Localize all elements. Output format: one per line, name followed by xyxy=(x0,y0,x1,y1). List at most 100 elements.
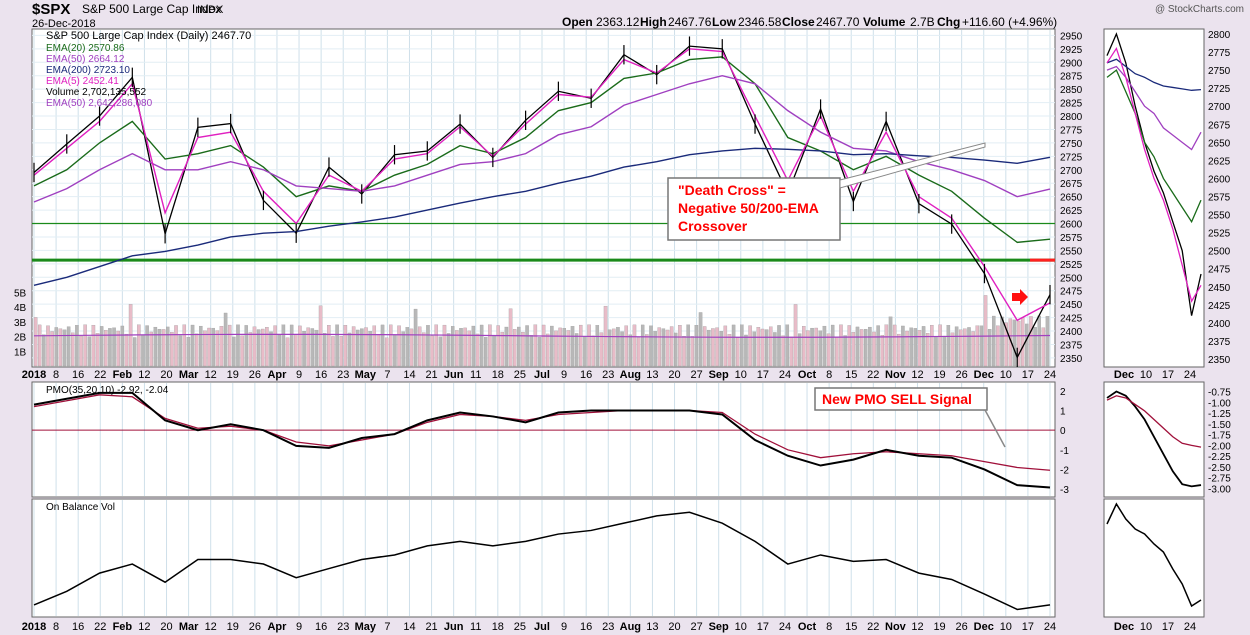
volume-bar xyxy=(843,335,847,367)
x-tick-label: 24 xyxy=(779,369,791,381)
x-tick-label: 19 xyxy=(227,369,239,381)
x-tick-label: 8 xyxy=(826,621,832,633)
volume-bar xyxy=(711,328,715,367)
volume-bar xyxy=(75,325,79,367)
volume-bar xyxy=(624,325,628,367)
volume-bar xyxy=(273,325,277,367)
volume-bar xyxy=(550,325,554,367)
volume-bar xyxy=(756,327,761,367)
x-tick-label: 23 xyxy=(602,369,614,381)
x-tick-label: 25 xyxy=(514,621,526,633)
x-tick-label: 23 xyxy=(337,369,349,381)
x-tick-label: 23 xyxy=(602,621,614,633)
zoom-pmo-tick-label: -2.25 xyxy=(1208,452,1231,463)
volume-bar xyxy=(863,328,868,367)
volume-bar xyxy=(116,330,120,367)
x-tick-label: 22 xyxy=(94,369,106,381)
volume-bar xyxy=(331,336,335,367)
x-tick-label: 20 xyxy=(160,369,172,381)
ema200-line xyxy=(33,147,1051,287)
zoom-x-tick-label: 17 xyxy=(1162,369,1174,381)
volume-bar xyxy=(649,325,653,367)
x-tick-label: 21 xyxy=(425,621,437,633)
volume-bar xyxy=(979,325,984,367)
x-tick-label: 12 xyxy=(911,369,923,381)
zoom-pmo-tick-label: -1.25 xyxy=(1208,409,1231,420)
x-tick-label: 21 xyxy=(425,369,437,381)
x-tick-label: 16 xyxy=(72,369,84,381)
volume-bar xyxy=(579,324,583,367)
x-tick-label: 8 xyxy=(53,369,59,381)
volume-bar xyxy=(1029,316,1033,367)
volume-bar xyxy=(888,316,893,367)
x-tick-label: Aug xyxy=(620,621,641,633)
close-label: Close xyxy=(782,15,815,29)
volume-bar xyxy=(58,328,63,367)
volume-bar xyxy=(855,326,860,367)
volume-bar xyxy=(682,336,686,367)
volume-bar xyxy=(785,324,790,367)
zoom-pmo-tick-label: -0.75 xyxy=(1208,387,1231,398)
volume-bar xyxy=(236,324,240,367)
volume-bar xyxy=(868,326,872,367)
x-tick-label: 20 xyxy=(668,621,680,633)
volume-bar xyxy=(938,324,942,367)
index-name: S&P 500 Large Cap Index xyxy=(82,2,221,16)
x-tick-label: 26 xyxy=(956,621,968,633)
volume-bar xyxy=(537,337,542,367)
volume-bar xyxy=(244,325,248,367)
volume-bar xyxy=(591,335,595,367)
volume-bar xyxy=(285,337,290,367)
volume-bar xyxy=(1025,323,1029,367)
volume-bar xyxy=(488,324,492,367)
volume-bar xyxy=(298,325,302,367)
y-tick-label: 2825 xyxy=(1060,99,1083,110)
zoom-x-tick-label: 24 xyxy=(1184,369,1196,381)
volume-bar xyxy=(475,333,480,367)
volume-tick-label: 5B xyxy=(14,288,27,299)
zoom-pmo-tick-label: -1.75 xyxy=(1208,431,1231,442)
y-tick-label: 2775 xyxy=(1060,125,1083,136)
volume-bar xyxy=(500,331,505,367)
watermark: @ StockCharts.com xyxy=(1155,4,1244,15)
zoom-pmo-tick-label: -2.50 xyxy=(1208,463,1231,474)
x-tick-label: 9 xyxy=(296,369,302,381)
zoom-y-tick-label: 2600 xyxy=(1208,174,1231,185)
volume-bar xyxy=(1041,327,1046,367)
x-tick-label: 11 xyxy=(470,369,481,381)
volume-bar xyxy=(446,333,451,367)
volume-bar xyxy=(727,334,732,367)
volume-bar xyxy=(521,331,525,367)
volume-bar xyxy=(153,326,158,367)
zoom-ema5-line xyxy=(1106,46,1202,303)
volume-bar xyxy=(822,325,827,367)
pmo-y-axis: 2 1 0 -1 -2 -3 xyxy=(1060,387,1069,496)
volume-bar xyxy=(91,324,96,367)
x-tick-label: May xyxy=(355,369,377,381)
x-tick-label: 12 xyxy=(138,369,150,381)
volume-bar xyxy=(620,331,624,367)
volume-bar xyxy=(87,336,92,367)
volume-bar xyxy=(830,324,835,367)
volume-bar xyxy=(450,326,455,367)
volume-bar xyxy=(802,326,806,367)
volume-bar xyxy=(1037,315,1041,367)
volume-bar xyxy=(645,334,649,367)
x-tick-label: Dec xyxy=(974,621,994,633)
zoom-series xyxy=(1106,32,1202,608)
x-tick-label: Nov xyxy=(885,621,907,633)
volume-ema50-line xyxy=(33,333,1051,338)
zoom-y-tick-label: 2650 xyxy=(1208,138,1231,149)
volume-bar xyxy=(318,305,323,367)
volume-bar xyxy=(504,326,509,367)
x-tick-label: 17 xyxy=(1022,369,1034,381)
volume-bar xyxy=(744,334,748,367)
x-tick-label: 14 xyxy=(403,369,415,381)
volume-label: Volume xyxy=(863,15,906,29)
x-tick-label: 20 xyxy=(668,369,680,381)
x-tick-label: 27 xyxy=(690,369,702,381)
x-tick-label: 19 xyxy=(933,621,945,633)
x-tick-label: 7 xyxy=(384,369,390,381)
volume-bar xyxy=(223,312,228,367)
volume-bar xyxy=(211,327,215,367)
